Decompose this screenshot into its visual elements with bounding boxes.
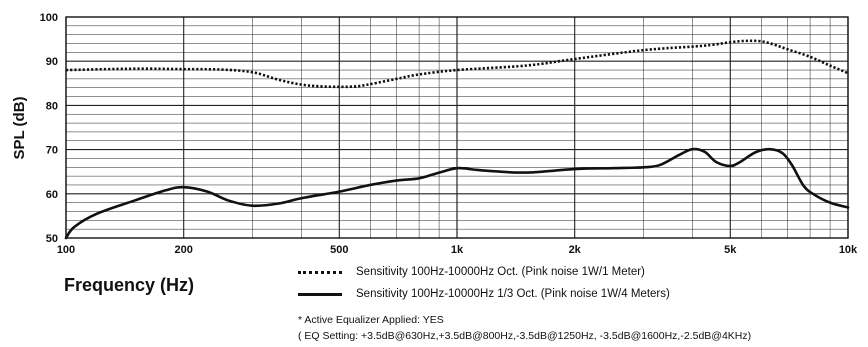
x-tick-label: 100 [57, 244, 75, 256]
dotted-line-swatch [298, 270, 342, 274]
legend-label: Sensitivity 100Hz-10000Hz Oct. (Pink noi… [356, 266, 645, 278]
x-tick-label: 200 [175, 244, 193, 256]
legend-item-third-oct: Sensitivity 100Hz-10000Hz 1/3 Oct. (Pink… [298, 288, 670, 300]
eq-applied-note: * Active Equalizer Applied: YES [298, 314, 444, 326]
legend-label: Sensitivity 100Hz-10000Hz 1/3 Oct. (Pink… [356, 288, 670, 300]
y-tick-label: 100 [40, 12, 58, 24]
x-axis-label: Frequency (Hz) [64, 275, 195, 295]
x-tick-label: 500 [330, 244, 348, 256]
solid-line-swatch [298, 292, 342, 296]
x-tick-label: 1k [451, 244, 464, 256]
series-layer [64, 39, 850, 240]
x-tick-label: 2k [569, 244, 582, 256]
plot-border [65, 16, 849, 239]
axes: 50 60 70 80 90 100 100 200 500 1k 2k 5k 10k [40, 12, 858, 256]
y-tick-label: 80 [46, 100, 58, 112]
y-tick-label: 60 [46, 189, 58, 201]
y-tick-label: 90 [46, 56, 58, 68]
x-tick-label: 5k [724, 244, 737, 256]
series-line-third-oct [64, 147, 850, 240]
y-tick-label: 70 [46, 145, 58, 157]
y-tick-label: 50 [46, 233, 58, 245]
legend-item-oct: Sensitivity 100Hz-10000Hz Oct. (Pink noi… [298, 266, 645, 278]
y-axis-label: SPL (dB) [11, 96, 28, 159]
grid [65, 16, 849, 239]
eq-setting-note: ( EQ Setting: +3.5dB@630Hz,+3.5dB@800Hz,… [298, 330, 752, 342]
x-tick-label: 10k [839, 244, 858, 256]
